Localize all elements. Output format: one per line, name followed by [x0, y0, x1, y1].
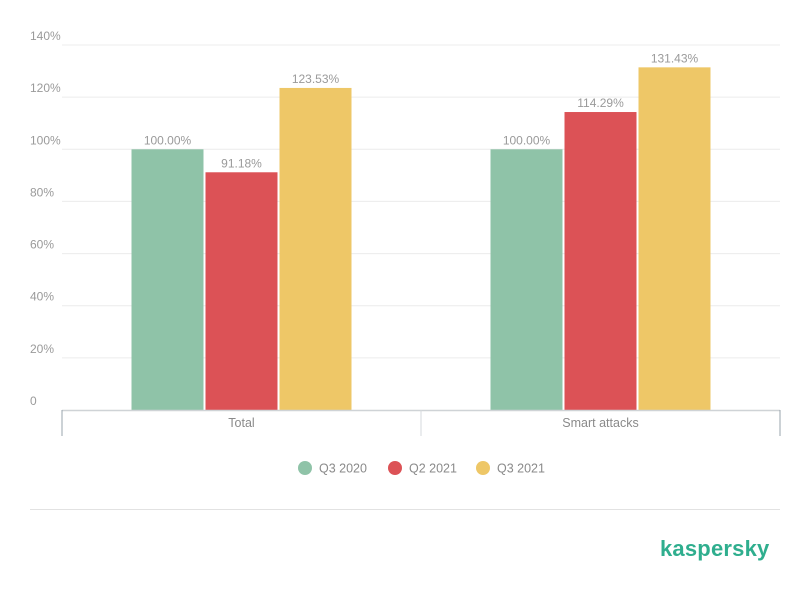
y-tick-label: 20% [30, 342, 54, 356]
y-tick-label: 100% [30, 133, 61, 147]
category-label: Total [228, 416, 254, 430]
y-tick-label: 140% [30, 29, 61, 43]
legend: Q3 2020 Q2 2021 Q3 2021 [298, 461, 545, 476]
data-label: 131.43% [651, 51, 699, 65]
y-tick-label: 40% [30, 290, 54, 304]
x-axis: Total Smart attacks [61, 409, 781, 436]
legend-swatch [388, 461, 402, 475]
y-axis-ticks: 0 20% 40% 60% 80% 100% 120% 140% [30, 29, 61, 408]
data-labels: 100.00% 91.18% 123.53% 100.00% 114.29% 131.43… [144, 51, 699, 170]
legend-label: Q3 2020 [319, 462, 367, 476]
legend-swatch [476, 461, 490, 475]
bar-q3-2021-smart-attacks [638, 67, 711, 411]
y-tick-label: 0 [30, 394, 37, 408]
y-tick-label: 80% [30, 185, 54, 199]
legend-label: Q3 2021 [497, 462, 545, 476]
bar-q3-2020-total [131, 149, 204, 411]
data-label: 114.29% [577, 96, 624, 110]
legend-swatch [298, 461, 312, 475]
y-tick-label: 60% [30, 238, 54, 252]
data-label: 100.00% [144, 133, 192, 147]
data-label: 91.18% [221, 156, 262, 170]
bars [131, 67, 711, 411]
footer-divider [30, 509, 780, 510]
y-tick-label: 120% [30, 81, 61, 95]
category-label: Smart attacks [562, 416, 638, 430]
kaspersky-logo: kaspersky [660, 536, 770, 561]
legend-item[interactable]: Q3 2021 [476, 461, 545, 476]
legend-item[interactable]: Q2 2021 [388, 461, 457, 476]
bar-q3-2021-total [279, 87, 352, 411]
bar-q3-2020-smart-attacks [490, 149, 563, 411]
bar-q2-2021-total [205, 172, 278, 410]
data-label: 123.53% [292, 72, 340, 86]
data-label: 100.00% [503, 133, 551, 147]
legend-label: Q2 2021 [409, 462, 457, 476]
legend-item[interactable]: Q3 2020 [298, 461, 367, 476]
bar-q2-2021-smart-attacks [564, 112, 637, 411]
